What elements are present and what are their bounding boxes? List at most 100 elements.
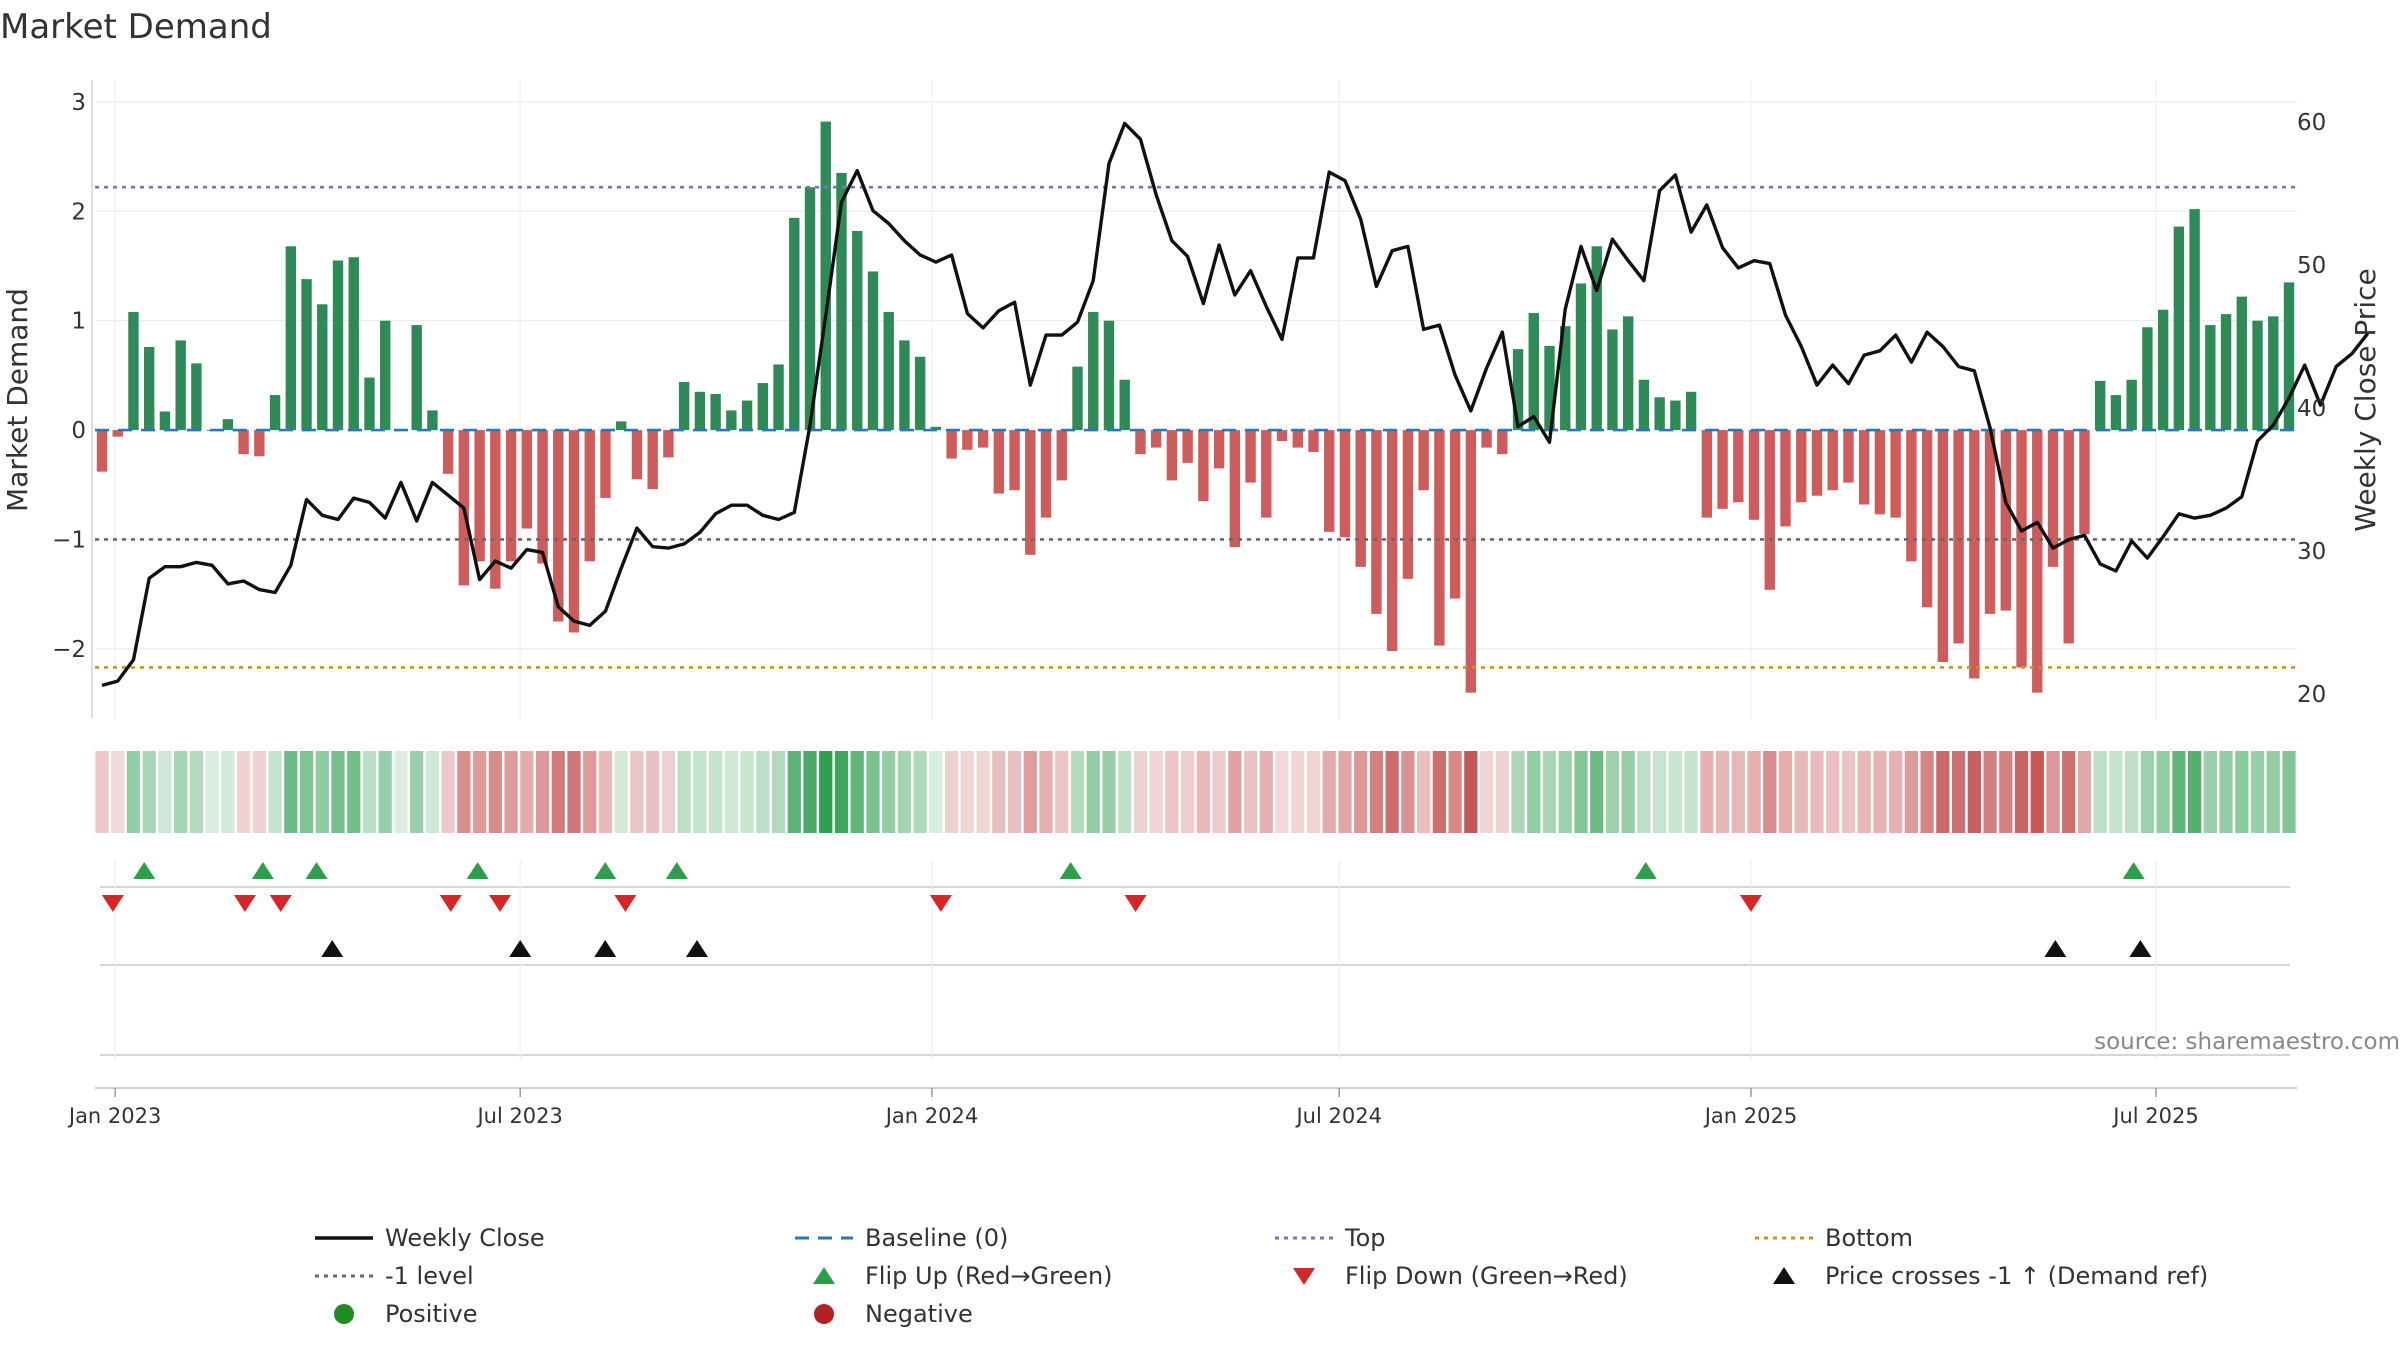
heat-cell (866, 751, 880, 833)
demand-bar (411, 325, 422, 431)
demand-bar (663, 430, 674, 458)
heat-cell (1102, 751, 1116, 833)
reference-lines (95, 185, 2297, 669)
demand-bar (616, 421, 627, 431)
demand-bar (726, 410, 737, 431)
heat-cell (2187, 751, 2202, 833)
demand-bar (1858, 430, 1870, 505)
heat-cell (1479, 751, 1494, 833)
heat-cell (1385, 751, 1399, 833)
demand-bar (1166, 430, 1178, 481)
heat-cell (1590, 751, 1604, 833)
heat-cell (1023, 751, 1037, 833)
x-axis: Jan 2023 Jul 2023 Jan 2024 Jul 2024 Jan 2025… (67, 1087, 2297, 1128)
demand-bar (2095, 380, 2106, 431)
heat-cell (913, 751, 927, 833)
flip-down-marker (233, 895, 256, 912)
heat-cell (1810, 751, 1824, 833)
heat-cell (1196, 751, 1210, 833)
heat-cell (1527, 751, 1541, 833)
demand-bar (285, 246, 296, 431)
demand-bar (474, 430, 485, 562)
price-cross-marker (2044, 940, 2067, 957)
heat-cell (693, 751, 707, 833)
demand-bar (1575, 283, 1587, 431)
demand-bar (584, 430, 595, 562)
demand-bar (317, 304, 328, 431)
demand-bar (1088, 311, 1099, 431)
right-tick-label: 30 (2297, 539, 2326, 565)
demand-bar (1906, 430, 1917, 562)
legend-swatch-circle (814, 1304, 834, 1324)
heat-cell (1007, 751, 1022, 833)
demand-bar (191, 363, 202, 431)
demand-bar (1150, 430, 1162, 448)
heat-cell (2125, 751, 2139, 833)
heat-cell (661, 751, 676, 833)
heat-cell (1684, 751, 1698, 833)
demand-bar (442, 430, 454, 474)
heat-cell (1794, 751, 1808, 833)
demand-bar (1953, 430, 1964, 644)
demand-bar (804, 187, 816, 431)
demand-bar (2173, 226, 2185, 431)
demand-bar (1670, 400, 1681, 431)
heat-cell (945, 751, 959, 833)
heat-cell (2093, 751, 2107, 833)
heat-cell (142, 751, 156, 833)
heat-cell (1731, 751, 1745, 833)
demand-bar (1261, 430, 1272, 518)
heat-cell (1637, 751, 1651, 833)
demand-bar (1890, 430, 1901, 518)
flip-down-marker (101, 895, 124, 912)
flip-up-marker (251, 862, 274, 879)
demand-bar (254, 430, 265, 457)
demand-bar (1229, 430, 1241, 548)
heat-cell (425, 751, 440, 833)
heat-cell (1243, 751, 1258, 833)
price-cross-marker (509, 940, 532, 957)
heat-cell (1951, 751, 1966, 833)
demand-bar (741, 400, 753, 431)
heat-cell (598, 751, 613, 833)
heat-cell (1983, 751, 1997, 833)
heat-cell (614, 751, 628, 833)
demand-bar (238, 430, 249, 455)
heat-cell (252, 751, 266, 833)
legend-label: Price crosses -1 ↑ (Demand ref) (1825, 1262, 2208, 1290)
right-tick-label: 60 (2297, 110, 2326, 136)
heat-cell (1889, 751, 1903, 833)
demand-bar (946, 430, 957, 459)
heat-cell (850, 751, 864, 833)
legend-label: Baseline (0) (865, 1224, 1008, 1252)
right-tick-label: 50 (2297, 253, 2326, 279)
demand-bar (1764, 430, 1775, 590)
heat-cell (1086, 751, 1100, 833)
heat-cell (1432, 751, 1446, 833)
demand-bar (1449, 430, 1461, 599)
chart-title: Market Demand (0, 7, 272, 47)
heat-cell (1055, 751, 1069, 833)
demand-bar (773, 364, 784, 431)
heat-cell (2203, 751, 2217, 833)
heat-cell (126, 751, 141, 833)
flip-up-marker (2122, 862, 2145, 879)
demand-bar (1292, 430, 1303, 448)
heat-cell (771, 751, 786, 833)
demand-bar (1654, 397, 1665, 431)
demand-bar (1418, 430, 1429, 491)
price-cross-marker (594, 940, 617, 957)
heat-cell (2046, 751, 2060, 833)
heat-cell (992, 751, 1006, 833)
heat-cell (1857, 751, 1871, 833)
flip-down-marker (439, 895, 462, 912)
heat-cell (2235, 751, 2249, 833)
x-tick-label: Jul 2024 (1294, 1104, 1381, 1128)
heat-cell (394, 751, 408, 833)
heat-cell (236, 751, 251, 833)
heat-cell (1322, 751, 1336, 833)
heat-cell (2077, 751, 2092, 833)
heat-cell (756, 751, 770, 833)
demand-bar (1308, 430, 1319, 452)
